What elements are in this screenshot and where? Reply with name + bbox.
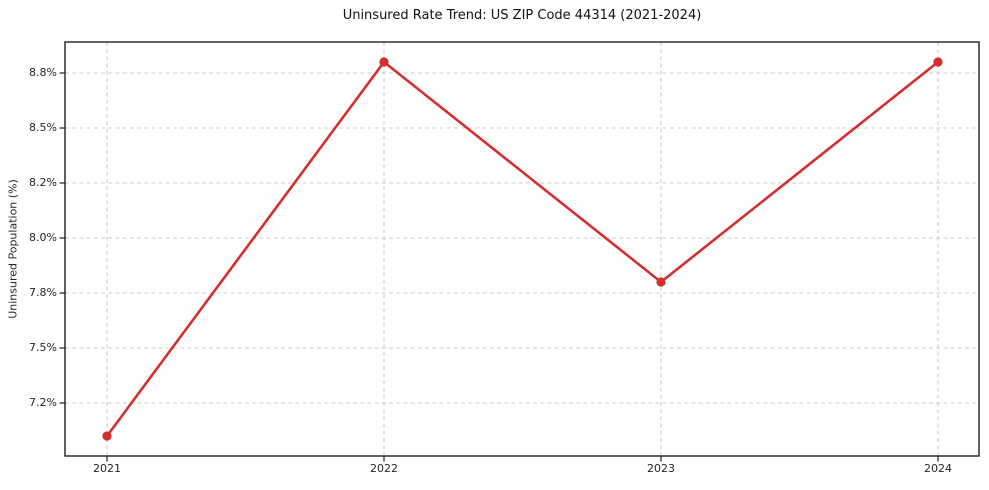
x-tick-label: 2022: [370, 462, 398, 475]
y-tick-label: 7.2%: [29, 396, 57, 409]
plot-spines: [64, 41, 980, 457]
data-point-2022: [379, 57, 389, 67]
y-tick-label: 8.5%: [29, 121, 57, 134]
y-tick-label: 7.8%: [29, 286, 57, 299]
x-tick-label: 2021: [93, 462, 121, 475]
y-tick-label: 7.5%: [29, 341, 57, 354]
y-tick-label: 8.0%: [29, 231, 57, 244]
data-point-2023: [656, 277, 666, 287]
chart-title: Uninsured Rate Trend: US ZIP Code 44314 …: [342, 8, 702, 23]
trend-line: [105, 60, 939, 437]
x-tick-label: 2023: [647, 462, 675, 475]
data-point-2021: [102, 431, 112, 441]
x-tick-label: 2024: [924, 462, 952, 475]
data-point-2024: [933, 57, 943, 67]
y-tick-label: 8.2%: [29, 176, 57, 189]
y-tick-label: 8.8%: [29, 66, 57, 79]
